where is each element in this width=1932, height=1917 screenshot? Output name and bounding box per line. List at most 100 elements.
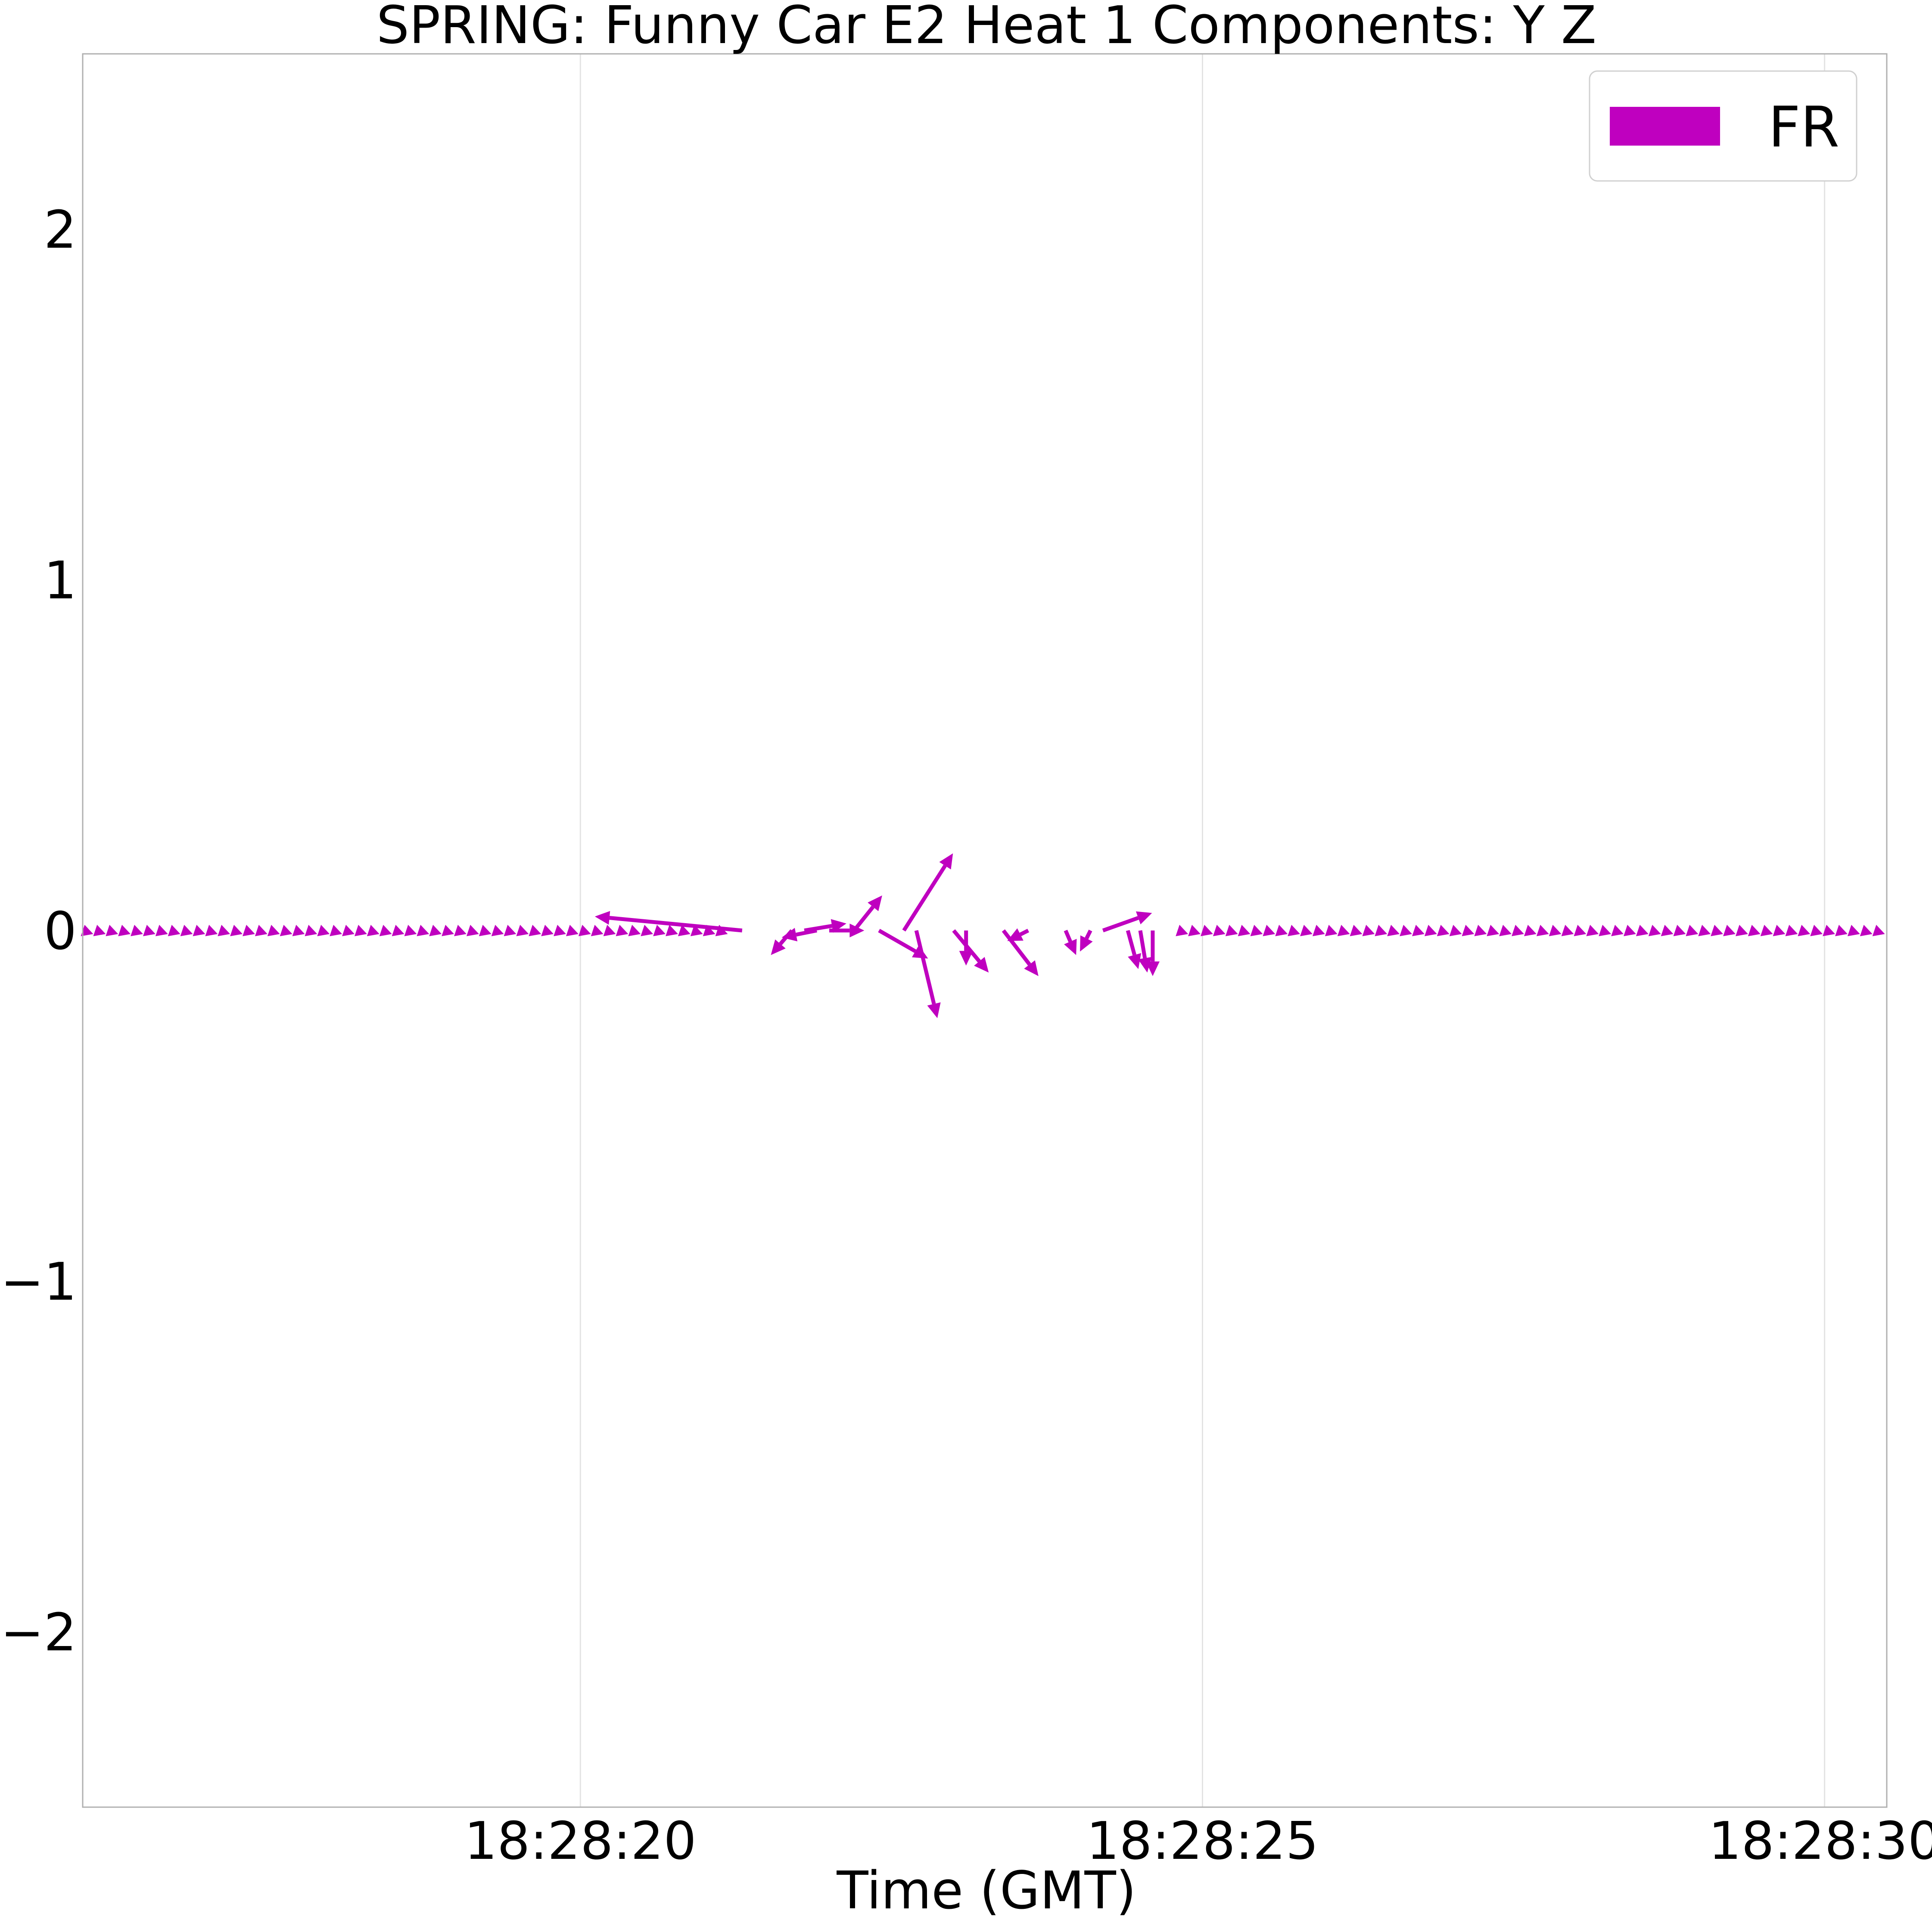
legend-swatch-fr xyxy=(1610,107,1720,146)
quiver-arrow-53 xyxy=(594,911,743,933)
quiver-arrow-89 xyxy=(1188,924,1201,937)
quiver-arrow-127 xyxy=(1661,924,1674,937)
quiver-arrow-121 xyxy=(1586,924,1599,937)
quiver-arrow-41 xyxy=(591,924,604,937)
quiver-arrow-76 xyxy=(1007,928,1030,941)
quiver-arrow-135 xyxy=(1760,924,1773,937)
quiver-arrow-16 xyxy=(280,924,292,937)
quiver-arrow-45 xyxy=(641,924,653,937)
axis-ticks: 18:28:20 18:28:25 18:28:30 −2 −1 0 1 2 xyxy=(0,200,1932,1871)
quiver-arrow-7 xyxy=(168,924,180,937)
quiver-arrow-12 xyxy=(230,924,243,937)
quiver-arrow-120 xyxy=(1574,924,1587,937)
quiver-arrow-126 xyxy=(1648,924,1661,937)
quiver-arrow-95 xyxy=(1263,924,1276,937)
quiver-arrow-102 xyxy=(1350,924,1363,937)
quiver-arrow-101 xyxy=(1337,924,1350,937)
quiver-arrow-17 xyxy=(292,924,305,937)
quiver-arrow-86 xyxy=(1145,930,1160,976)
quiver-arrow-59 xyxy=(781,927,817,942)
quiver-arrow-29 xyxy=(442,924,454,937)
quiver-arrow-34 xyxy=(504,924,516,937)
quiver-arrow-5 xyxy=(143,924,156,937)
quiver-arrow-30 xyxy=(454,924,467,937)
quiver-arrows xyxy=(81,853,1885,1018)
quiver-arrow-132 xyxy=(1723,924,1736,937)
quiver-arrow-119 xyxy=(1561,924,1574,937)
quiver-arrow-134 xyxy=(1748,924,1761,937)
quiver-arrow-133 xyxy=(1735,924,1748,937)
quiver-arrow-79 xyxy=(1064,930,1077,955)
y-tick-label-3: 1 xyxy=(44,551,77,611)
quiver-arrow-104 xyxy=(1375,924,1388,937)
quiver-arrow-15 xyxy=(267,924,280,937)
quiver-arrow-110 xyxy=(1449,924,1462,937)
quiver-arrow-123 xyxy=(1611,924,1624,937)
quiver-arrow-142 xyxy=(1847,924,1860,937)
quiver-arrow-128 xyxy=(1673,924,1686,937)
quiver-arrow-1 xyxy=(93,924,106,937)
quiver-arrow-103 xyxy=(1362,924,1375,937)
quiver-arrow-136 xyxy=(1773,924,1786,937)
quiver-arrow-20 xyxy=(330,924,342,937)
quiver-arrow-33 xyxy=(491,924,504,937)
quiver-arrow-131 xyxy=(1711,924,1724,937)
quiver-arrow-27 xyxy=(417,924,429,937)
quiver-arrow-82 xyxy=(1102,911,1152,933)
quiver-arrow-107 xyxy=(1412,924,1425,937)
quiver-arrow-98 xyxy=(1300,924,1313,937)
quiver-arrow-116 xyxy=(1524,924,1537,937)
quiver-arrow-31 xyxy=(466,924,479,937)
x-axis-label: Time (GMT) xyxy=(836,1861,1136,1917)
quiver-arrow-140 xyxy=(1823,924,1836,937)
quiver-arrow-26 xyxy=(404,924,417,937)
quiver-arrow-109 xyxy=(1437,924,1450,937)
quiver-arrow-62 xyxy=(852,895,882,932)
quiver-arrow-28 xyxy=(429,924,442,937)
quiver-arrow-44 xyxy=(628,924,641,937)
quiver-arrow-2 xyxy=(106,924,118,937)
legend-label-fr: FR xyxy=(1768,94,1839,160)
quiver-arrow-39 xyxy=(566,924,579,937)
quiver-arrow-137 xyxy=(1785,924,1798,937)
legend: FR xyxy=(1589,70,1857,182)
quiver-arrow-6 xyxy=(155,924,168,937)
quiver-arrow-46 xyxy=(653,924,666,937)
quiver-arrow-32 xyxy=(479,924,492,937)
quiver-arrow-14 xyxy=(255,924,268,937)
quiver-arrow-85 xyxy=(1138,930,1152,973)
quiver-arrow-91 xyxy=(1213,924,1226,937)
quiver-arrow-48 xyxy=(678,924,691,937)
quiver-arrow-93 xyxy=(1238,924,1251,937)
quiver-arrow-25 xyxy=(392,924,404,937)
quiver-arrow-36 xyxy=(529,924,541,937)
quiver-arrow-108 xyxy=(1424,924,1437,937)
quiver-arrow-47 xyxy=(666,924,678,937)
quiver-arrow-139 xyxy=(1810,924,1823,937)
quiver-arrow-66 xyxy=(902,853,953,932)
quiver-arrow-13 xyxy=(243,924,255,937)
y-tick-label-1: −1 xyxy=(0,1252,77,1312)
quiver-arrow-42 xyxy=(603,924,616,937)
quiver-arrow-125 xyxy=(1636,924,1649,937)
quiver-arrow-3 xyxy=(118,924,131,937)
quiver-arrow-130 xyxy=(1698,924,1711,937)
quiver-arrow-124 xyxy=(1624,924,1636,937)
quiver-arrow-144 xyxy=(1872,924,1885,937)
y-tick-label-4: 2 xyxy=(44,200,77,260)
quiver-arrow-8 xyxy=(180,924,193,937)
quiver-arrow-118 xyxy=(1549,924,1562,937)
quiver-arrow-74 xyxy=(1002,929,1039,976)
quiver-arrow-99 xyxy=(1312,924,1325,937)
legend-box xyxy=(1589,70,1857,182)
x-tick-label-2: 18:28:30 xyxy=(1708,1811,1932,1871)
quiver-arrow-71 xyxy=(959,930,973,966)
quiver-arrow-43 xyxy=(616,924,628,937)
x-tick-label-1: 18:28:25 xyxy=(1086,1811,1319,1871)
quiver-arrow-0 xyxy=(81,924,93,937)
quiver-arrow-141 xyxy=(1835,924,1848,937)
quiver-arrow-60 xyxy=(829,924,865,937)
quiver-arrow-21 xyxy=(342,924,355,937)
quiver-arrow-92 xyxy=(1225,924,1238,937)
